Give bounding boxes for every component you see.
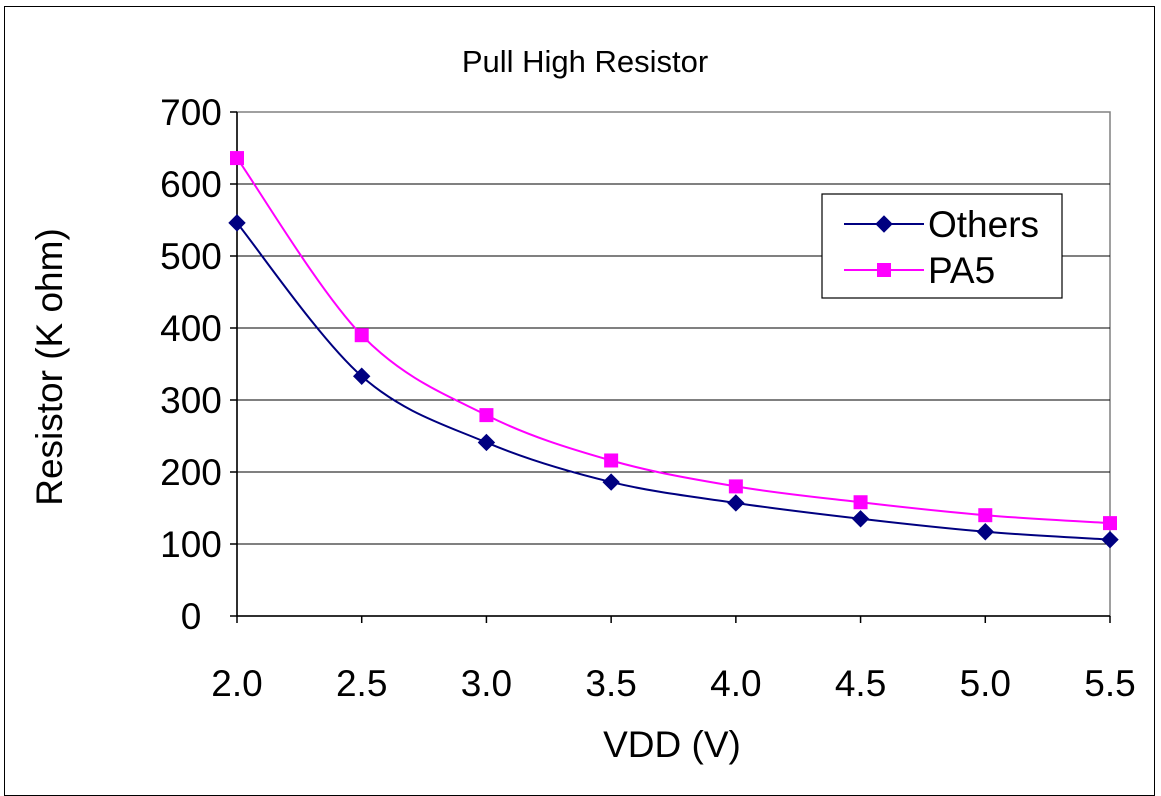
data-point-pa5 — [354, 328, 369, 343]
x-axis-label: VDD (V) — [603, 724, 741, 765]
chart-title: Pull High Resistor — [462, 44, 708, 79]
data-point-others — [727, 494, 745, 512]
data-point-others — [1101, 530, 1119, 549]
x-tick-label: 5.0 — [960, 663, 1011, 704]
legend: Others PA5 — [821, 193, 1063, 299]
y-tick-label: 500 — [160, 236, 222, 277]
gridlines — [237, 183, 1110, 545]
y-tick-label: 200 — [160, 452, 222, 493]
x-tick-label: 4.0 — [710, 663, 761, 704]
legend-label-pa5: PA5 — [928, 250, 995, 291]
y-tick-label: 0 — [181, 596, 202, 637]
x-tick-label: 5.5 — [1084, 663, 1135, 704]
data-point-others — [353, 367, 371, 385]
y-tick-label: 400 — [160, 308, 222, 349]
y-axis-ticks: 0 100 200 300 400 500 600 700 — [160, 92, 237, 637]
data-point-pa5 — [479, 408, 494, 423]
legend-box — [821, 193, 1063, 299]
data-point-pa5 — [1103, 516, 1117, 531]
y-tick-label: 600 — [160, 164, 222, 205]
y-axis-label: Resistor (K ohm) — [29, 228, 70, 506]
data-point-pa5 — [728, 479, 743, 494]
plot-area — [236, 111, 1111, 617]
y-tick-label: 700 — [160, 92, 222, 133]
x-tick-label: 2.5 — [336, 663, 387, 704]
data-point-others — [477, 433, 496, 452]
x-tick-label: 3.5 — [585, 663, 636, 704]
x-tick-label: 2.0 — [211, 663, 262, 704]
data-point-pa5 — [978, 508, 993, 523]
line-chart: 0 100 200 300 400 500 600 700 2.0 2.5 3.0 3.5 4.0 4.… — [29, 44, 1136, 765]
data-point-others — [976, 523, 994, 541]
legend-marker-others — [875, 215, 893, 233]
data-point-others — [851, 510, 870, 528]
y-tick-label: 300 — [160, 380, 222, 421]
data-point-others — [602, 473, 620, 491]
series-others-markers — [228, 214, 1119, 549]
data-point-pa5 — [853, 495, 868, 510]
series-layer — [228, 151, 1119, 549]
data-point-pa5 — [604, 453, 619, 468]
legend-marker-pa5 — [877, 263, 891, 277]
data-point-others — [228, 214, 246, 232]
y-tick-label: 100 — [160, 524, 222, 565]
x-tick-label: 3.0 — [461, 663, 512, 704]
legend-label-others: Others — [928, 204, 1039, 245]
series-pa5-markers — [230, 151, 1117, 531]
data-point-pa5 — [230, 151, 244, 166]
x-tick-label: 4.5 — [835, 663, 886, 704]
x-axis-ticks: 2.0 2.5 3.0 3.5 4.0 4.5 5.0 5.5 — [211, 616, 1136, 704]
